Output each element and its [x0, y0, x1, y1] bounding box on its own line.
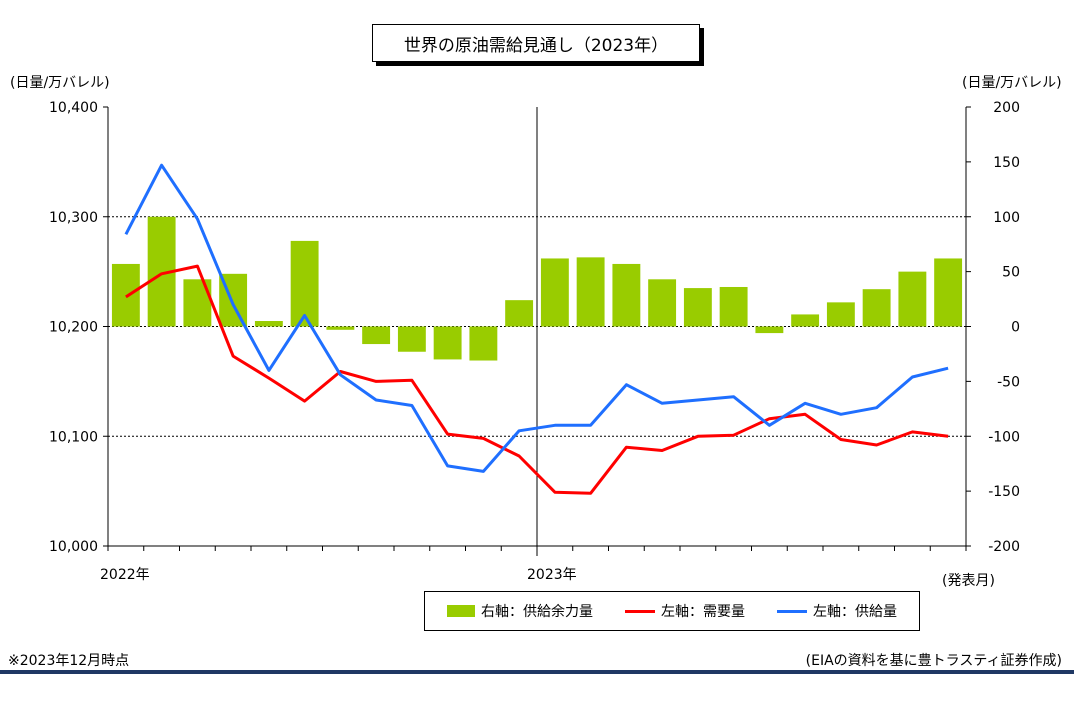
bar — [469, 326, 498, 361]
legend-label-bar: 右軸：供給余力量 — [481, 604, 593, 620]
bar — [898, 271, 927, 327]
bar — [612, 263, 641, 327]
year-label-2022: 2022年 — [100, 567, 150, 583]
bar — [183, 279, 212, 327]
right-tick-label: -50 — [997, 374, 1020, 390]
legend-swatch-bar — [447, 605, 475, 617]
bar — [791, 314, 820, 327]
source-note: (EIAの資料を基に豊トラスティ証券作成) — [805, 653, 1062, 669]
right-tick-label: -100 — [988, 429, 1020, 445]
legend-label-demand: 左軸：需要量 — [661, 604, 745, 620]
left-tick-label: 10,300 — [49, 210, 98, 226]
left-tick-label: 10,000 — [49, 539, 98, 555]
left-tick-label: 10,100 — [49, 429, 98, 445]
left-tick-label: 10,400 — [49, 100, 98, 116]
legend-label-supply: 左軸：供給量 — [813, 604, 897, 620]
bar — [683, 288, 712, 327]
left-tick-label: 10,200 — [49, 320, 98, 336]
left-axis-unit: (日量/万バレル) — [10, 75, 110, 91]
supply-line — [124, 163, 949, 473]
bar — [254, 321, 283, 327]
bar — [505, 300, 534, 327]
bar — [290, 240, 319, 327]
legend-item-demand: 左軸：需要量 — [625, 601, 745, 621]
bar — [540, 258, 569, 327]
footnote: ※2023年12月時点 — [8, 653, 130, 669]
bar — [719, 286, 748, 327]
chart-legend: 右軸：供給余力量 左軸：需要量 左軸：供給量 — [424, 591, 920, 631]
bottom-rule — [0, 670, 1074, 674]
bar — [934, 258, 963, 327]
bar — [397, 326, 426, 352]
right-tick-label: 100 — [993, 210, 1020, 226]
bar — [576, 257, 605, 327]
right-tick-label: 150 — [993, 155, 1020, 171]
legend-item-supply: 左軸：供給量 — [777, 601, 897, 621]
bar — [362, 326, 391, 345]
x-axis-unit: (発表月) — [942, 573, 995, 589]
bar — [826, 302, 855, 327]
right-axis-unit: (日量/万バレル) — [962, 75, 1062, 91]
demand-line — [125, 264, 949, 495]
right-tick-label: 200 — [993, 100, 1020, 116]
bar — [648, 279, 677, 327]
right-tick-label: -150 — [988, 484, 1020, 500]
bar — [755, 326, 784, 334]
right-tick-label: 50 — [1002, 265, 1020, 281]
bar — [433, 326, 462, 360]
legend-item-bar: 右軸：供給余力量 — [447, 601, 593, 621]
right-tick-label: 0 — [1011, 320, 1020, 336]
year-label-2023: 2023年 — [527, 567, 577, 583]
chart-title: 世界の原油需給見通し（2023年） — [372, 24, 700, 62]
bar — [326, 326, 355, 330]
right-tick-label: -200 — [988, 539, 1020, 555]
legend-swatch-supply — [777, 609, 807, 613]
legend-swatch-demand — [625, 609, 655, 613]
bar — [862, 289, 891, 327]
